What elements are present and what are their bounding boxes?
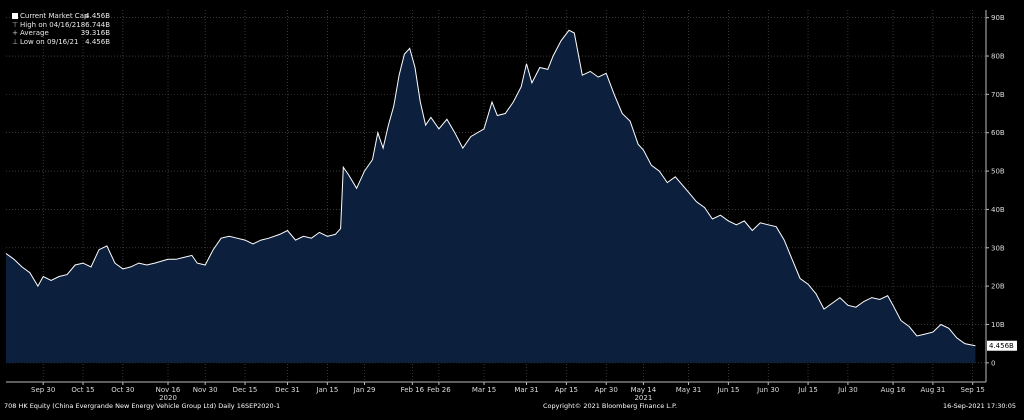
x-tick-label: Jul 30 xyxy=(837,386,858,394)
legend-low: ⊥ Low on 09/16/21 4.456B xyxy=(10,38,110,47)
legend-label: Current Market Cap xyxy=(20,12,89,20)
timestamp: 16-Sep-2021 17:30:05 xyxy=(942,402,1016,410)
year-label: 2021 xyxy=(634,394,652,402)
y-tick-label: 70B xyxy=(991,91,1005,99)
x-tick-label: Jun 15 xyxy=(716,386,739,394)
y-tick-label: 80B xyxy=(991,53,1005,61)
x-tick-label: Jan 29 xyxy=(353,386,376,394)
series-line xyxy=(5,29,976,347)
x-tick-label: Mar 31 xyxy=(514,386,538,394)
x-tick-label: Aug 16 xyxy=(881,386,906,394)
x-tick-label: Apr 30 xyxy=(595,386,618,394)
x-tick-label: Dec 31 xyxy=(275,386,300,394)
x-tick-label: Apr 15 xyxy=(555,386,578,394)
x-tick-label: May 31 xyxy=(676,386,702,394)
high-marker-icon: ⊤ xyxy=(11,20,19,29)
x-tick-label: Oct 30 xyxy=(111,386,134,394)
x-tick-label: Feb 26 xyxy=(427,386,451,394)
x-tick-label: Jan 15 xyxy=(315,386,338,394)
last-value-tag xyxy=(987,340,1017,351)
x-tick-label: Jul 15 xyxy=(797,386,818,394)
y-tick-label: 20B xyxy=(991,283,1005,291)
legend-value: 4.456B xyxy=(85,12,110,20)
x-tick-label: Mar 15 xyxy=(472,386,496,394)
security-description: 708 HK Equity (China Evergrande New Ener… xyxy=(4,402,281,410)
legend-label: High on 04/16/21 xyxy=(20,20,81,29)
legend-value: 39.316B xyxy=(80,29,110,37)
low-marker-icon: ⊥ xyxy=(11,37,19,46)
legend-average: + Average 39.316B xyxy=(10,29,110,38)
legend-label: Low on 09/16/21 xyxy=(20,37,79,46)
y-tick-label: 90B xyxy=(991,14,1005,22)
white-square-icon xyxy=(12,13,18,20)
x-tick-label: Feb 16 xyxy=(401,386,425,394)
legend-current-market-cap: Current Market Cap 4.456B xyxy=(10,12,110,21)
y-tick-label: 60B xyxy=(991,129,1005,137)
x-tick-label: Sep 30 xyxy=(31,386,55,394)
series-area xyxy=(6,30,976,363)
average-marker-icon: + xyxy=(12,29,18,37)
x-tick-label: Jun 30 xyxy=(756,386,779,394)
y-tick-label: 50B xyxy=(991,168,1005,176)
x-tick-label: May 14 xyxy=(631,386,657,394)
x-tick-label: Nov 16 xyxy=(156,386,181,394)
x-tick-label: Oct 15 xyxy=(71,386,94,394)
legend-value: 4.456B xyxy=(85,37,110,46)
x-tick-label: Aug 31 xyxy=(920,386,945,394)
x-tick-label: Dec 15 xyxy=(233,386,258,394)
chart-legend: Current Market Cap 4.456B ⊤ High on 04/1… xyxy=(10,12,110,46)
copyright-notice: Copyright© 2021 Bloomberg Finance L.P. xyxy=(543,402,677,410)
x-tick-label: Nov 30 xyxy=(193,386,218,394)
y-tick-label: 0 xyxy=(991,359,995,367)
y-tick-label: 40B xyxy=(991,206,1005,214)
legend-high: ⊤ High on 04/16/21 86.744B xyxy=(10,21,110,30)
year-label: 2020 xyxy=(159,394,177,402)
y-tick-label: 30B xyxy=(991,244,1005,252)
y-tick-label: 10B xyxy=(991,321,1005,329)
legend-label: Average xyxy=(20,29,49,37)
x-tick-label: Sep 15 xyxy=(961,386,985,394)
legend-value: 86.744B xyxy=(80,20,110,29)
last-value-label: 4.456B xyxy=(989,342,1014,350)
